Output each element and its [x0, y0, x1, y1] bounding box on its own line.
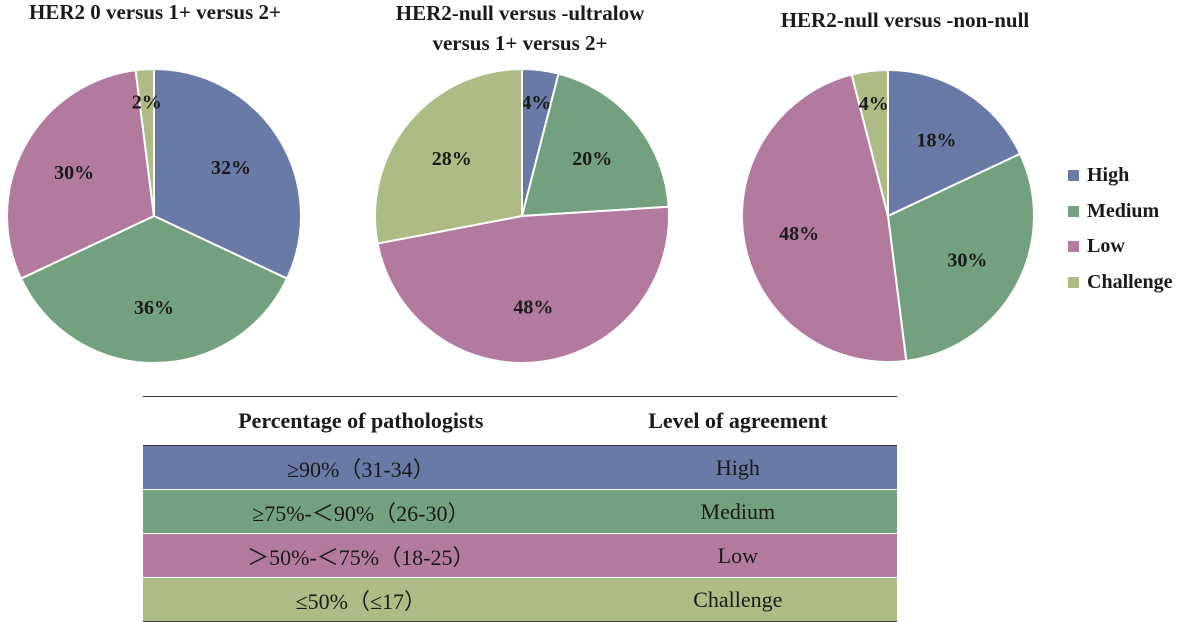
pie-0: 32% 36% 30% 2%	[6, 67, 302, 364]
legend-item-low: Low	[1068, 229, 1173, 265]
legend-swatch-high	[1068, 170, 1079, 182]
pie-0-slice-medium	[19, 214, 289, 364]
pie-0-label-low: 30%	[54, 162, 94, 184]
pie-title-her2-null-ultralow: HER2-null versus -ultralow versus 1+ ver…	[340, 0, 700, 58]
pie-2-slice-low	[741, 73, 908, 363]
pie-2-label-high: 18%	[917, 130, 957, 152]
pie-1-label-challenge: 28%	[432, 148, 472, 170]
cell-percentage: ＞50%-＜75%（18-25）	[143, 533, 579, 578]
table-row-high: ≥90%（31-34） High	[143, 445, 897, 490]
pie-1-label-high: 4%	[521, 92, 551, 114]
table-row-medium: ≥75%-＜90%（26-30） Medium	[143, 489, 897, 534]
table-row-low: ＞50%-＜75%（18-25） Low	[143, 533, 897, 578]
pie-1: 4% 20% 48% 28%	[374, 67, 670, 364]
header-percentage: Percentage of pathologists	[143, 396, 579, 446]
legend-swatch-medium	[1068, 205, 1079, 217]
cell-level: Challenge	[578, 577, 897, 622]
pie-2-slice-high	[887, 68, 1022, 218]
pie-title-line-2: versus 1+ versus 2+	[432, 31, 608, 55]
cell-level: Low	[578, 533, 897, 578]
legend-label-low: Low	[1087, 235, 1125, 258]
pie-1-slice-challenge	[374, 67, 523, 245]
cell-percentage: ≥90%（31-34）	[143, 445, 579, 490]
pie-1-label-low: 48%	[513, 296, 553, 318]
pie-2-slice-challenge	[850, 68, 889, 217]
pie-2-label-medium: 30%	[947, 250, 987, 272]
table-header-row: Percentage of pathologists Level of agre…	[143, 396, 897, 446]
pie-0-slice-low	[6, 69, 156, 280]
pie-0-slice-high	[153, 67, 302, 280]
pie-2-label-low: 48%	[779, 223, 819, 245]
agreement-key-table: Percentage of pathologists Level of agre…	[143, 396, 897, 622]
pie-1-slice-low	[376, 205, 670, 364]
header-level: Level of agreement	[578, 396, 897, 446]
pie-0-label-medium: 36%	[134, 297, 174, 319]
pie-1-label-medium: 20%	[572, 148, 612, 170]
pie-title-line-1: HER2-null versus -ultralow	[395, 1, 645, 25]
legend-item-medium: Medium	[1068, 194, 1173, 230]
legend-label-medium: Medium	[1087, 199, 1160, 222]
cell-percentage: ≥75%-＜90%（26-30）	[143, 489, 579, 534]
pie-2-label-challenge: 4%	[859, 93, 889, 115]
cell-level: High	[578, 445, 897, 490]
legend-label-high: High	[1087, 164, 1130, 187]
cell-percentage: ≤50%（≤17）	[143, 577, 579, 622]
legend-label-challenge: Challenge	[1087, 270, 1173, 293]
pie-0-label-high: 32%	[211, 157, 251, 179]
legend-swatch-low	[1068, 241, 1079, 253]
pie-2-slice-medium	[886, 152, 1035, 362]
pie-title-her2-0-1-2: HER2 0 versus 1+ versus 2+	[28, 0, 282, 24]
legend: High Medium Low Challenge	[1068, 158, 1173, 300]
table-row-challenge: ≤50%（≤17） Challenge	[143, 577, 897, 622]
legend-item-challenge: Challenge	[1068, 265, 1173, 301]
pie-0-slice-challenge	[134, 67, 155, 217]
pie-1-slice-medium	[520, 72, 670, 218]
pie-0-label-challenge: 2%	[132, 92, 162, 114]
pie-title-her2-null-non-null: HER2-null versus -non-null	[780, 8, 1030, 32]
pie-charts: 32% 36% 30% 2% 4% 20% 48% 28% 18% 30% 48% 4%	[6, 67, 1035, 364]
legend-item-high: High	[1068, 158, 1173, 194]
pie-2: 18% 30% 48% 4%	[741, 68, 1035, 363]
legend-swatch-challenge	[1068, 276, 1079, 288]
cell-level: Medium	[578, 489, 897, 534]
